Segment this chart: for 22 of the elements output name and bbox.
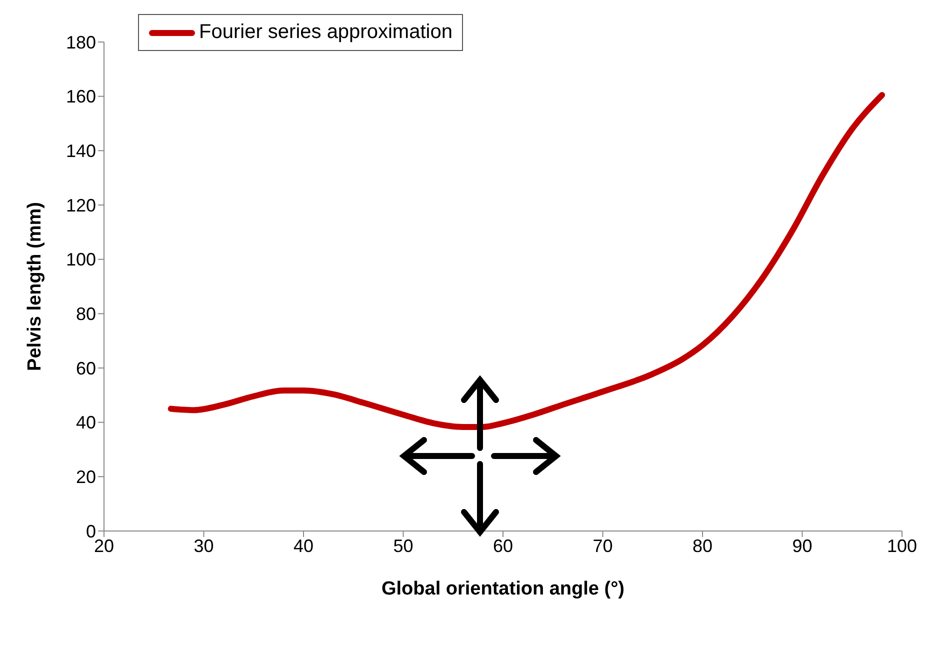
y-tick-label: 0 xyxy=(86,521,96,542)
x-tick-label: 40 xyxy=(293,536,314,556)
y-tick-label: 40 xyxy=(76,412,96,433)
x-tick-label: 60 xyxy=(492,536,514,556)
y-tick-label: 180 xyxy=(66,32,96,52)
y-tick-label: 80 xyxy=(76,304,96,324)
x-tick-label: 20 xyxy=(94,536,114,556)
legend-label: Fourier series approximation xyxy=(199,21,452,44)
x-tick-label: 50 xyxy=(393,536,414,556)
y-tick-label: 60 xyxy=(76,358,96,378)
y-tick-label: 160 xyxy=(66,86,96,107)
x-tick-label: 100 xyxy=(886,536,918,556)
y-tick-label: 140 xyxy=(66,141,96,162)
x-axis-title: Global orientation angle (°) xyxy=(382,578,624,600)
y-tick-label: 100 xyxy=(66,250,96,270)
y-tick-label: 120 xyxy=(66,195,96,216)
x-tick-label: 90 xyxy=(792,536,812,556)
y-axis-title: Pelvis length (mm) xyxy=(24,202,46,371)
x-tick-label: 30 xyxy=(194,536,214,556)
y-tick-label: 20 xyxy=(76,467,96,488)
x-tick-label: 80 xyxy=(692,536,713,556)
x-tick-label: 70 xyxy=(592,536,613,556)
